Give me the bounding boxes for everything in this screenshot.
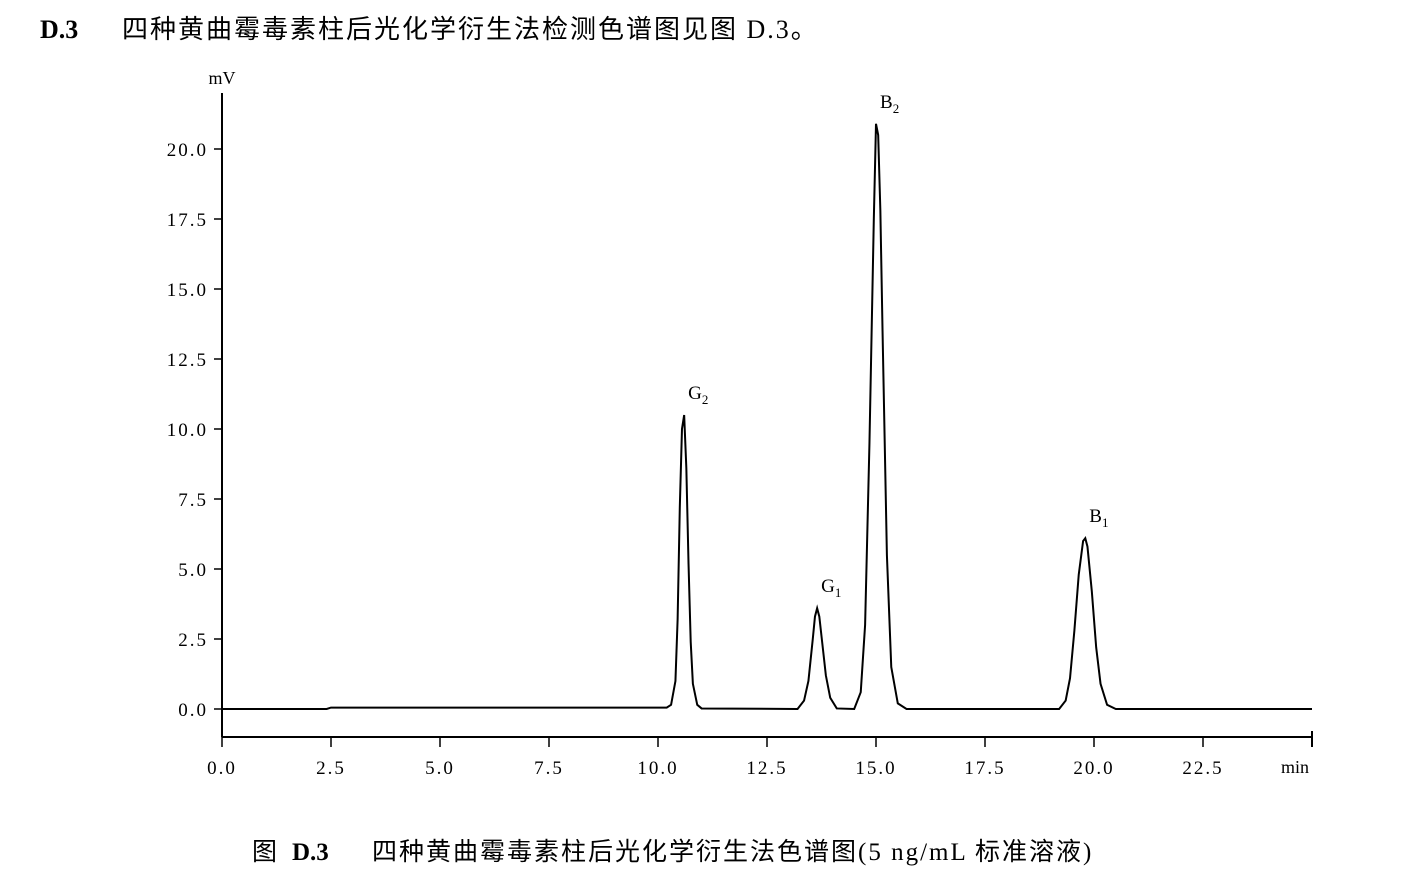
x-tick-label: 17.5 bbox=[964, 758, 1005, 779]
peak-label: G1 bbox=[821, 576, 841, 600]
peak-label-name: G bbox=[688, 383, 702, 404]
y-tick-label: 0.0 bbox=[178, 700, 208, 721]
peak-label-subscript: 1 bbox=[1102, 515, 1109, 530]
y-tick-label: 15.0 bbox=[167, 280, 208, 301]
x-axis-label: min bbox=[1281, 757, 1309, 777]
x-tick-label: 7.5 bbox=[534, 758, 564, 779]
chromatogram-line bbox=[222, 123, 1312, 711]
peak-label-name: G bbox=[821, 576, 835, 597]
x-tick-label: 12.5 bbox=[746, 758, 787, 779]
y-axis-label: mV bbox=[209, 68, 236, 88]
heading-text: 四种黄曲霉毒素柱后光化学衍生法检测色谱图见图 D.3。 bbox=[122, 15, 819, 44]
y-tick-label: 12.5 bbox=[167, 350, 208, 371]
y-tick-label: 20.0 bbox=[167, 140, 208, 161]
peak-label: G2 bbox=[688, 383, 708, 407]
x-tick-label: 10.0 bbox=[637, 758, 678, 779]
peak-label: B1 bbox=[1089, 506, 1108, 530]
peak-label: B2 bbox=[880, 92, 899, 116]
caption-text: 四种黄曲霉毒素柱后光化学衍生法色谱图(5 ng/mL 标准溶液) bbox=[372, 838, 1093, 866]
x-tick-label: 20.0 bbox=[1073, 758, 1114, 779]
peak-label-name: B bbox=[1089, 506, 1102, 527]
peak-label-subscript: 1 bbox=[835, 585, 842, 600]
y-tick-label: 7.5 bbox=[178, 490, 208, 511]
x-tick-label: 2.5 bbox=[316, 758, 346, 779]
y-tick-label: 17.5 bbox=[167, 210, 208, 231]
peak-label-name: B bbox=[880, 92, 893, 113]
peak-label-subscript: 2 bbox=[893, 101, 900, 116]
y-tick-label: 2.5 bbox=[178, 630, 208, 651]
x-tick-label: 5.0 bbox=[425, 758, 455, 779]
peak-label-subscript: 2 bbox=[702, 392, 709, 407]
y-tick-label: 10.0 bbox=[167, 420, 208, 441]
x-tick-label: 0.0 bbox=[207, 758, 237, 779]
caption-number: D.3 bbox=[292, 839, 329, 866]
y-tick-label: 5.0 bbox=[178, 560, 208, 581]
heading-number: D.3 bbox=[40, 15, 78, 44]
x-tick-label: 22.5 bbox=[1182, 758, 1223, 779]
x-tick-label: 15.0 bbox=[855, 758, 896, 779]
caption-prefix: 图 bbox=[252, 839, 277, 866]
